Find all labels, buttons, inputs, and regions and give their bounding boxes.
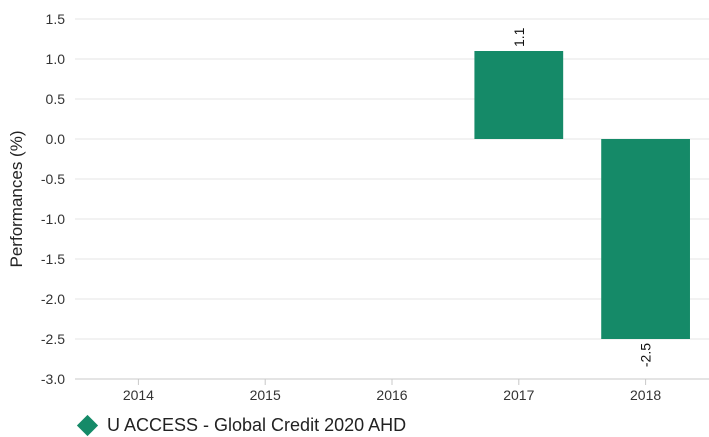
y-tick-label: 0.5 bbox=[46, 91, 66, 107]
y-tick-label: -2.5 bbox=[41, 331, 65, 347]
legend-label: U ACCESS - Global Credit 2020 AHD bbox=[107, 415, 407, 435]
x-tick-label: 2015 bbox=[250, 387, 281, 403]
bar bbox=[601, 139, 690, 339]
data-labels: 1.1 -2.5 bbox=[511, 27, 654, 367]
y-tick-label: -0.5 bbox=[41, 171, 65, 187]
y-tick-label: -1.5 bbox=[41, 251, 65, 267]
axes: 1.5 1.0 0.5 0.0 -0.5 -1.0 -1.5 -2.0 -2.5 -3.0 2014… bbox=[41, 11, 709, 403]
x-tick-label: 2014 bbox=[123, 387, 154, 403]
y-tick-label: 1.0 bbox=[46, 51, 66, 67]
legend[interactable]: U ACCESS - Global Credit 2020 AHD bbox=[76, 414, 407, 437]
x-tick-label: 2016 bbox=[376, 387, 407, 403]
data-label: 1.1 bbox=[511, 27, 527, 47]
y-axis-label: Performances (%) bbox=[7, 131, 26, 268]
data-label: -2.5 bbox=[638, 343, 654, 367]
bar bbox=[474, 51, 564, 139]
x-tick-label: 2017 bbox=[503, 387, 534, 403]
legend-diamond-icon bbox=[76, 414, 99, 437]
bar-series bbox=[474, 51, 690, 339]
y-tick-label: -1.0 bbox=[41, 211, 65, 227]
y-tick-label: 0.0 bbox=[46, 131, 66, 147]
y-tick-label: -2.0 bbox=[41, 291, 65, 307]
grid-lines bbox=[75, 18, 709, 340]
y-tick-label: 1.5 bbox=[46, 11, 66, 27]
x-tick-label: 2018 bbox=[630, 387, 661, 403]
y-tick-label: -3.0 bbox=[41, 371, 65, 387]
performance-chart: 1.5 1.0 0.5 0.0 -0.5 -1.0 -1.5 -2.0 -2.5 -3.0 2014… bbox=[7, 11, 709, 403]
